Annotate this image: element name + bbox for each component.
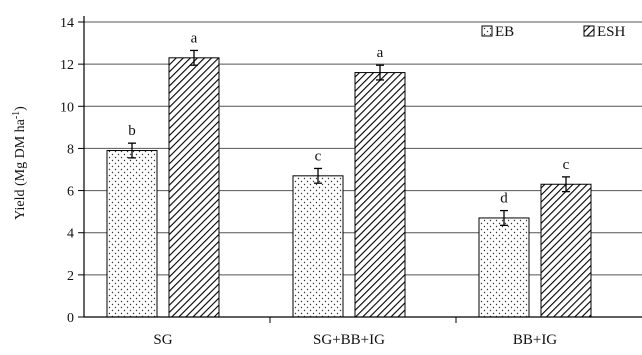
legend-swatch-eb <box>481 25 493 37</box>
category-label: SG <box>153 332 172 348</box>
significance-label: d <box>500 191 508 207</box>
y-tick-label: 10 <box>60 100 74 115</box>
category-label: SG+BB+IG <box>313 332 385 348</box>
significance-label: b <box>128 123 136 139</box>
bar-esh-sg-bb-ig <box>354 72 406 318</box>
legend-label-esh: ESH <box>597 24 626 40</box>
category-label: BB+IG <box>513 332 557 348</box>
y-tick-label: 14 <box>60 16 74 31</box>
bar-esh-sg <box>168 57 220 318</box>
legend: EB ESH <box>481 24 626 40</box>
axes <box>83 16 642 323</box>
bar-esh-bb-ig <box>540 183 592 318</box>
y-tick-labels: 0 2 4 6 8 10 12 14 <box>60 16 84 326</box>
category-labels: SG SG+BB+IG BB+IG <box>153 332 557 348</box>
bar-eb-sg-bb-ig <box>292 175 344 318</box>
significance-label: a <box>191 30 198 46</box>
significance-label: a <box>377 45 384 61</box>
y-tick-label: 8 <box>67 142 74 157</box>
legend-swatch-esh <box>583 25 595 37</box>
y-tick-label: 4 <box>67 227 74 242</box>
y-tick-label: 0 <box>67 311 74 326</box>
significance-label: c <box>563 157 570 173</box>
significance-label: c <box>315 148 322 164</box>
y-tick-label: 2 <box>67 269 74 284</box>
bars: b a c a d c <box>106 30 592 318</box>
bar-eb-bb-ig <box>478 217 530 318</box>
bar-eb-sg <box>106 150 158 318</box>
y-tick-label: 12 <box>60 58 74 73</box>
y-axis-title: Yield (Mg DM ha-1) <box>11 106 28 220</box>
y-tick-label: 6 <box>67 185 74 200</box>
legend-label-eb: EB <box>495 24 514 40</box>
